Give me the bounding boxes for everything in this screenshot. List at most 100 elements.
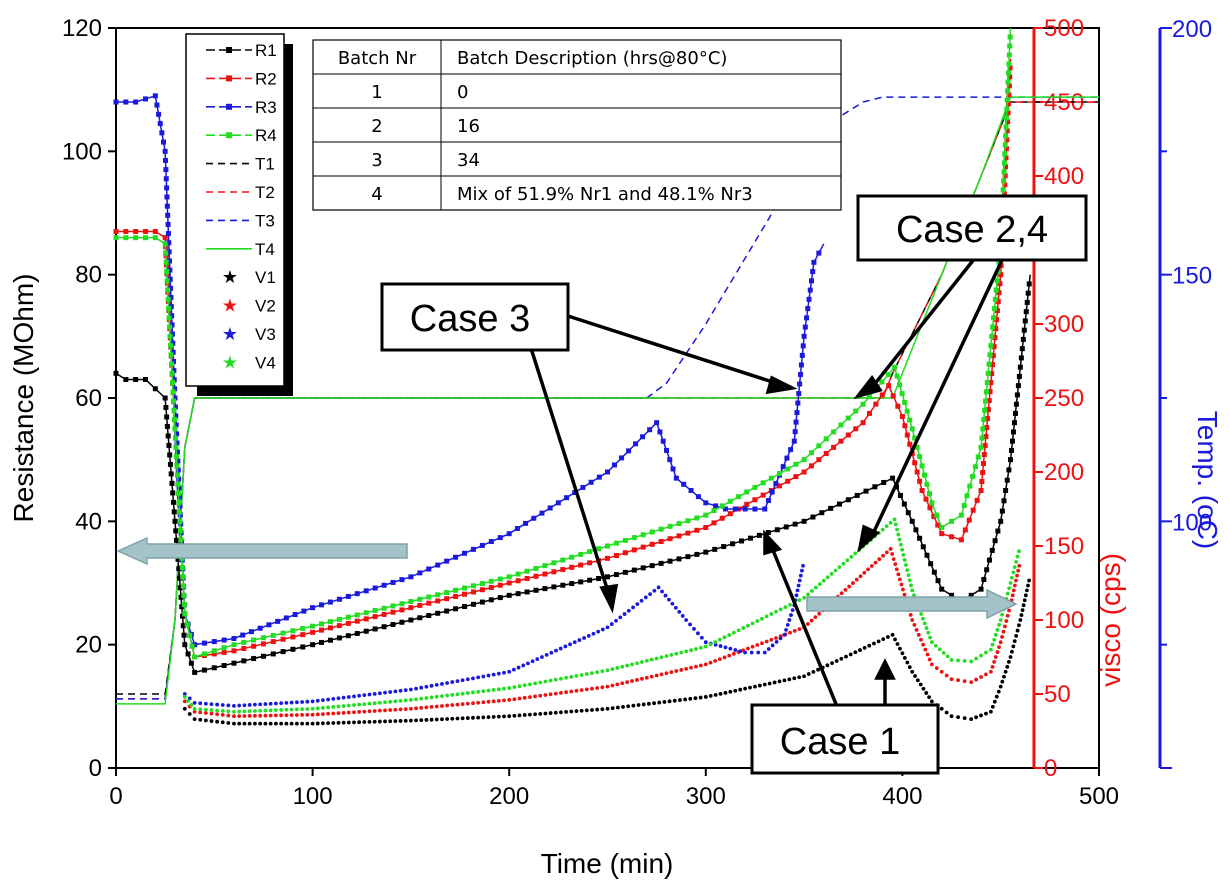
table-cell: 34 [457,150,480,171]
series-marker-R3 [133,99,139,105]
series-point-V1 [559,710,563,715]
series-marker-R1 [949,592,955,598]
series-point-V4 [553,677,558,682]
series-marker-R1 [756,532,762,538]
series-marker-R4 [181,592,187,598]
series-marker-R4 [988,343,994,349]
series-marker-R2 [694,527,700,533]
series-marker-R3 [798,371,804,377]
series-point-V1 [187,712,192,716]
series-marker-R3 [171,368,177,374]
series-point-V1 [584,708,589,713]
series-marker-R1 [1016,373,1022,379]
y-left-tick-label: 0 [89,755,102,782]
series-marker-R4 [866,394,872,400]
series-marker-R4 [1005,88,1011,94]
series-point-V3 [670,601,675,606]
series-marker-R2 [142,229,148,234]
series-marker-R1 [270,651,276,657]
series-point-V4 [305,707,310,711]
series-point-V3 [790,608,795,613]
series-marker-R3 [381,582,387,588]
series-point-V3 [778,636,783,641]
series-marker-R1 [178,594,184,600]
temp-tick-label: 100 [1172,509,1212,536]
series-point-V1 [1000,679,1005,684]
series-marker-R3 [157,121,163,127]
series-point-V4 [921,616,925,621]
series-point-V3 [795,588,800,593]
series-marker-R3 [703,500,709,506]
series-point-V2 [788,630,792,635]
series-marker-R2 [133,229,139,234]
series-point-V3 [609,622,614,626]
series-marker-R2 [587,560,593,566]
series-point-V3 [614,618,618,623]
series-marker-R4 [1005,79,1011,85]
series-marker-R4 [961,502,967,508]
series-marker-R4 [168,352,174,358]
series-point-V2 [538,693,543,698]
series-marker-R4 [983,398,989,404]
series-point-V2 [956,678,961,683]
data-series [113,27,1099,726]
series-point-V3 [346,695,351,699]
series-marker-R3 [619,455,625,461]
series-point-V2 [279,713,284,718]
series-point-V4 [502,686,506,691]
series-point-V3 [770,643,775,648]
series-marker-R4 [823,436,829,442]
series-point-V4 [289,707,294,712]
series-marker-R4 [922,472,928,478]
series-point-V1 [929,699,934,704]
series-marker-R1 [152,386,158,392]
series-marker-R1 [1003,488,1009,493]
series-marker-R1 [123,377,129,382]
series-point-V3 [357,693,362,698]
series-point-V1 [984,711,988,716]
series-marker-R2 [1005,119,1011,125]
series-point-V4 [274,708,278,713]
series-point-V1 [667,699,672,704]
series-marker-R1 [560,582,566,588]
series-point-V1 [434,717,439,722]
visco-tick-label: 150 [1044,533,1084,560]
series-point-V2 [894,567,899,572]
series-point-V3 [756,650,761,655]
series-marker-R1 [192,669,198,675]
series-point-V4 [232,709,236,714]
series-point-V4 [409,698,413,702]
series-point-V1 [1012,639,1017,644]
series-marker-R1 [909,518,915,524]
series-marker-R2 [113,229,119,234]
series-marker-R2 [727,511,733,517]
series-marker-R4 [909,426,915,432]
series-marker-R4 [444,590,450,596]
series-marker-R4 [980,426,986,432]
series-marker-R1 [444,608,450,614]
series-point-V2 [813,615,818,620]
series-point-V3 [663,593,668,598]
series-point-V1 [352,720,356,725]
series-point-V2 [559,691,563,695]
series-point-V1 [215,719,220,724]
series-marker-R4 [904,408,910,414]
series-point-V2 [884,550,889,555]
series-marker-R4 [975,454,981,460]
series-point-V4 [902,558,907,562]
series-marker-R1 [992,538,998,544]
series-point-V2 [888,547,893,551]
series-marker-R2 [990,353,996,359]
series-marker-R1 [569,581,575,587]
series-point-V4 [802,595,806,600]
series-point-V4 [904,563,908,567]
series-point-V1 [738,687,743,692]
series-point-V1 [429,717,434,722]
series-point-V3 [326,697,331,702]
legend-label: V3 [255,325,276,344]
series-point-V4 [559,676,563,681]
series-point-V2 [377,708,382,713]
series-point-V4 [512,685,517,690]
series-point-V1 [944,710,949,715]
series-point-V2 [522,695,527,700]
